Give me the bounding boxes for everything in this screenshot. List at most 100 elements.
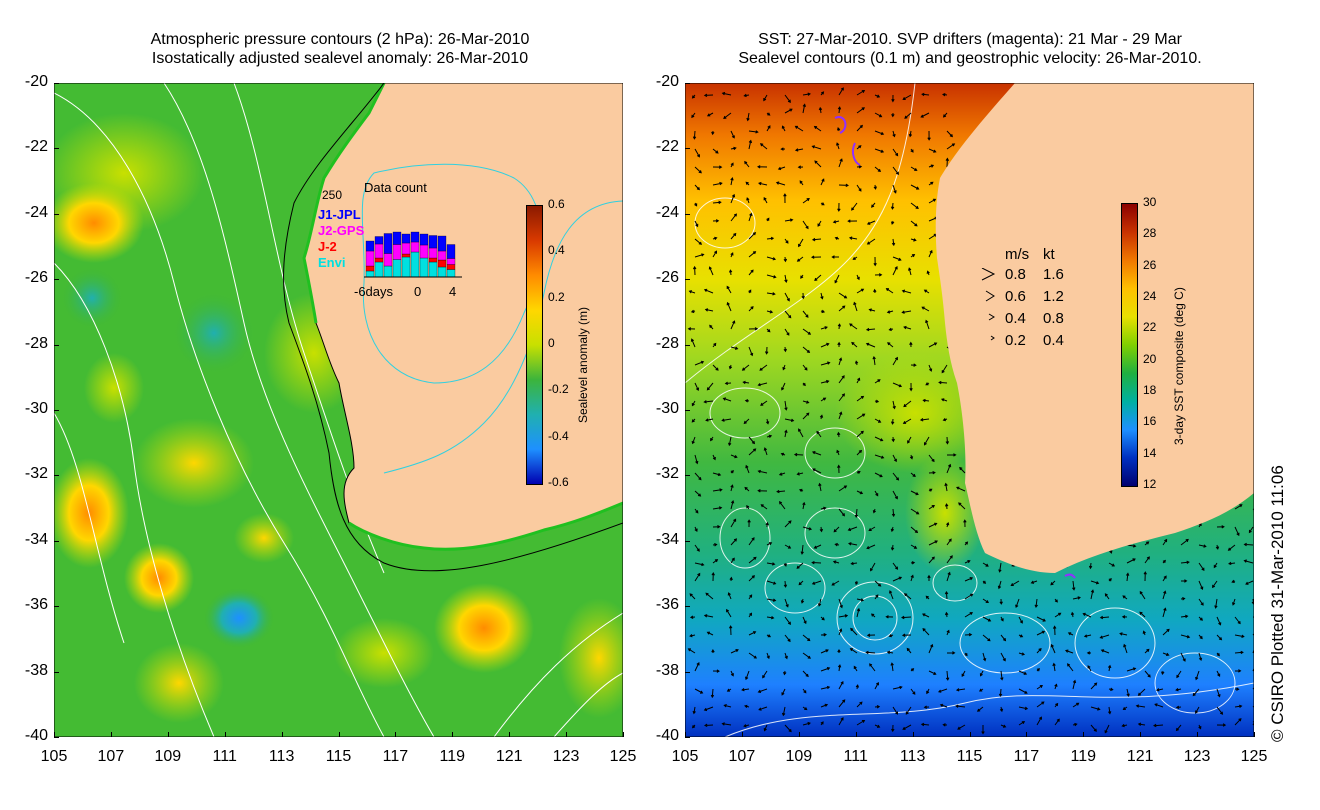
velocity-arrow bbox=[783, 562, 787, 567]
histogram-bar bbox=[392, 244, 402, 260]
velocity-arrow bbox=[748, 448, 757, 456]
velocity-arrow bbox=[1135, 704, 1146, 708]
velocity-arrow bbox=[892, 400, 896, 410]
left-ytick-mark bbox=[54, 279, 59, 281]
velocity-arrow bbox=[1121, 615, 1128, 619]
velocity-arrow bbox=[892, 472, 900, 481]
velocity-arrow bbox=[694, 662, 700, 672]
velocity-arrow bbox=[784, 544, 792, 549]
velocity-arrow bbox=[1090, 706, 1101, 711]
velocity-arrow bbox=[741, 364, 750, 371]
velocity-arrow bbox=[928, 454, 935, 463]
right-xtick-mark bbox=[1254, 732, 1255, 737]
velocity-arrow bbox=[691, 400, 696, 407]
velocity-arrow bbox=[923, 705, 930, 709]
velocity-arrow bbox=[802, 220, 809, 230]
right-ytick-mark bbox=[685, 410, 690, 411]
velocity-arrow bbox=[1054, 718, 1060, 726]
histogram-bar bbox=[401, 242, 411, 255]
velocity-arrow bbox=[764, 346, 769, 355]
velocity-arrow bbox=[742, 380, 750, 385]
velocity-arrow bbox=[892, 490, 898, 500]
velocity-arrow bbox=[838, 628, 843, 636]
left-ytick-label: -20 bbox=[24, 73, 48, 90]
left-ytick-mark bbox=[54, 671, 59, 673]
velocity-arrow bbox=[784, 400, 788, 411]
velocity-arrow bbox=[1234, 634, 1245, 638]
histogram-bar bbox=[428, 261, 438, 278]
velocity-arrow bbox=[811, 145, 822, 150]
velocity-arrow bbox=[712, 364, 719, 371]
velocity-arrow bbox=[758, 181, 768, 186]
left-xtick-mark bbox=[338, 732, 340, 737]
velocity-arrow bbox=[748, 130, 759, 134]
sst-colorbar bbox=[1121, 203, 1138, 487]
velocity-arrow bbox=[838, 699, 846, 708]
velocity-arrow bbox=[1122, 706, 1128, 711]
velocity-arrow bbox=[723, 112, 732, 119]
velocity-arrow bbox=[1054, 683, 1058, 690]
velocity-arrow bbox=[766, 598, 777, 602]
velocity-arrow bbox=[783, 580, 788, 588]
right-xtick-mark bbox=[685, 732, 686, 737]
velocity-arrow bbox=[802, 652, 811, 659]
velocity-arrow bbox=[1216, 634, 1223, 641]
velocity-arrow bbox=[910, 526, 919, 534]
colorbar-tick-label: 0.6 bbox=[548, 197, 565, 211]
velocity-arrow bbox=[706, 112, 714, 117]
velocity-arrow bbox=[1018, 652, 1026, 656]
velocity-arrow bbox=[928, 488, 933, 492]
velocity-arrow bbox=[874, 130, 885, 136]
left-xtick-mark bbox=[167, 732, 169, 737]
velocity-arrow bbox=[907, 436, 912, 444]
velocity-arrow bbox=[886, 310, 894, 314]
velocity-arrow bbox=[942, 93, 948, 97]
velocity-arrow bbox=[874, 399, 880, 403]
velocity-arrow bbox=[799, 180, 804, 186]
velocity-arrow bbox=[1216, 723, 1227, 727]
velocity-arrow bbox=[748, 269, 754, 276]
velocity-arrow bbox=[838, 598, 843, 609]
velocity-arrow bbox=[922, 613, 930, 618]
velocity-arrow bbox=[814, 274, 822, 282]
velocity-arrow bbox=[730, 162, 734, 168]
velocity-arrow bbox=[910, 184, 920, 190]
velocity-arrow bbox=[856, 430, 864, 438]
velocity-arrow bbox=[781, 688, 786, 696]
velocity-arrow bbox=[838, 357, 843, 366]
velocity-arrow bbox=[892, 184, 897, 194]
right-xtick-mark bbox=[912, 732, 914, 737]
velocity-arrow bbox=[868, 308, 876, 312]
velocity-arrow bbox=[1099, 634, 1110, 639]
velocity-arrow bbox=[766, 112, 771, 116]
velocity-arrow bbox=[940, 398, 948, 402]
velocity-arrow bbox=[784, 724, 792, 733]
velocity-arrow bbox=[820, 649, 829, 654]
velocity-arrow bbox=[832, 220, 840, 224]
left-ytick-label: -22 bbox=[24, 138, 48, 156]
velocity-arrow bbox=[866, 238, 876, 245]
right-xtick-label: 125 bbox=[1240, 748, 1268, 765]
velocity-arrow bbox=[712, 488, 723, 492]
velocity-arrow bbox=[1234, 504, 1243, 510]
velocity-arrow bbox=[873, 288, 877, 294]
velocity-arrow bbox=[1234, 669, 1242, 673]
left-xtick-label: 125 bbox=[609, 748, 637, 765]
histogram-bar bbox=[374, 257, 384, 263]
velocity-arrow bbox=[757, 688, 768, 693]
velocity-arrow bbox=[726, 301, 732, 312]
velocity-arrow bbox=[1198, 616, 1204, 621]
velocity-arrow bbox=[944, 482, 948, 492]
velocity-arrow bbox=[976, 706, 984, 712]
sst-map-graphic bbox=[685, 83, 1254, 737]
velocity-arrow bbox=[885, 288, 894, 294]
velocity-arrow bbox=[998, 688, 1003, 698]
left-xtick-label: 115 bbox=[325, 748, 352, 765]
velocity-arrow bbox=[784, 94, 791, 103]
velocity-arrow bbox=[856, 274, 860, 281]
velocity-arrow bbox=[712, 543, 718, 547]
velocity-arrow bbox=[1050, 580, 1056, 586]
velocity-arrow bbox=[820, 326, 828, 330]
velocity-arrow bbox=[1144, 648, 1150, 654]
velocity-arrow bbox=[926, 270, 930, 276]
